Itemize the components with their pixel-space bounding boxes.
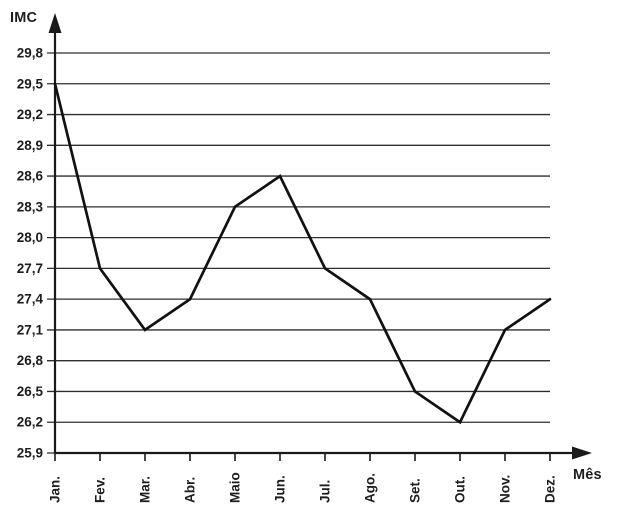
y-tick-label: 26,2 (17, 415, 43, 430)
axes (48, 13, 592, 460)
x-axis-arrowhead (572, 446, 592, 460)
y-tick-label: 28,6 (17, 169, 44, 184)
x-tick-labels: Jan. Fev. Mar. Abr. Maio Jun. Jul. Ago. Set. Out.… (48, 472, 558, 503)
x-tick-label: Set. (408, 478, 423, 503)
x-tick-label: Mar. (138, 476, 153, 503)
y-tick-label: 25,9 (17, 446, 43, 461)
y-tick-label: 27,1 (17, 322, 44, 337)
y-tick-label: 26,5 (17, 384, 44, 399)
y-tick-label: 28,3 (17, 199, 44, 214)
x-ticks (54, 453, 551, 461)
y-tick-label: 29,5 (17, 76, 44, 91)
x-tick-label: Nov. (498, 475, 513, 503)
y-tick-label: 29,2 (17, 107, 43, 122)
x-tick-label: Jun. (273, 475, 288, 503)
x-tick-label: Out. (453, 476, 468, 503)
x-tick-label: Ago. (363, 473, 378, 503)
x-axis-title: Mês (573, 467, 602, 483)
y-axis-arrowhead (48, 13, 62, 33)
y-tick-label: 26,8 (17, 353, 44, 368)
x-tick-label: Dez. (543, 475, 558, 503)
y-tick-labels: 29,8 29,5 29,2 28,9 28,6 28,3 28,0 27,7 27,4 27,1… (17, 46, 44, 461)
y-tick-label: 27,7 (17, 261, 43, 276)
imc-series-line (53, 82, 552, 425)
y-tick-label: 28,0 (17, 230, 43, 245)
x-tick-label: Jan. (48, 476, 63, 503)
y-axis-title: IMC (10, 10, 38, 26)
x-tick-label: Abr. (183, 477, 198, 503)
x-tick-label: Fev. (93, 477, 108, 503)
x-tick-label: Maio (228, 472, 243, 503)
y-tick-label: 27,4 (17, 292, 44, 307)
y-tick-label: 29,8 (17, 46, 44, 61)
x-tick-label: Jul. (318, 480, 333, 503)
y-tick-label: 28,9 (17, 138, 43, 153)
